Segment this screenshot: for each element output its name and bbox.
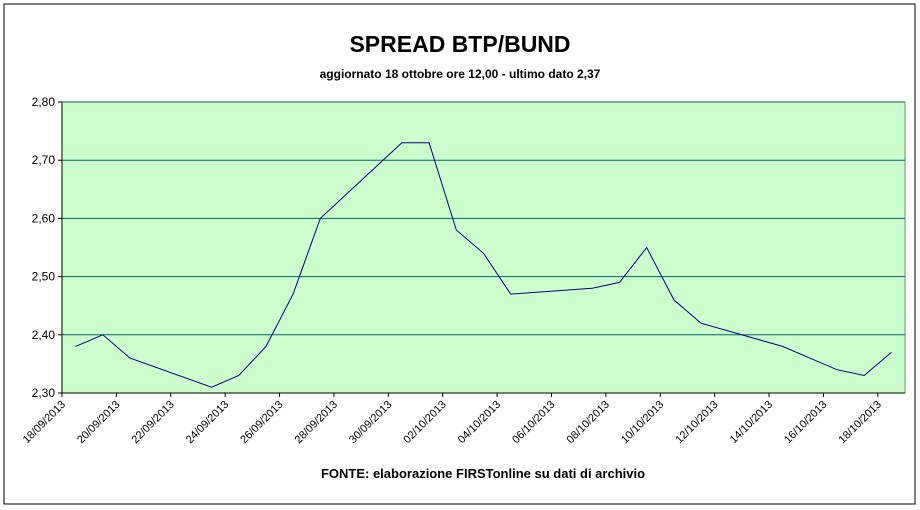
y-tick-label: 2,80 — [32, 95, 56, 109]
y-tick-label: 2,30 — [32, 386, 56, 400]
plot-area — [61, 101, 906, 394]
y-tick-label: 2,50 — [32, 270, 56, 284]
chart-subtitle: aggiornato 18 ottobre ore 12,00 - ultimo… — [320, 67, 601, 81]
y-tick-label: 2,40 — [32, 328, 56, 342]
data-line — [75, 142, 892, 388]
y-tick-label: 2,60 — [32, 211, 56, 225]
y-tick-label: 2,70 — [32, 153, 56, 167]
chart-title: SPREAD BTP/BUND — [349, 31, 570, 57]
source-note: FONTE: elaborazione FIRSTonline su dati … — [321, 466, 645, 481]
